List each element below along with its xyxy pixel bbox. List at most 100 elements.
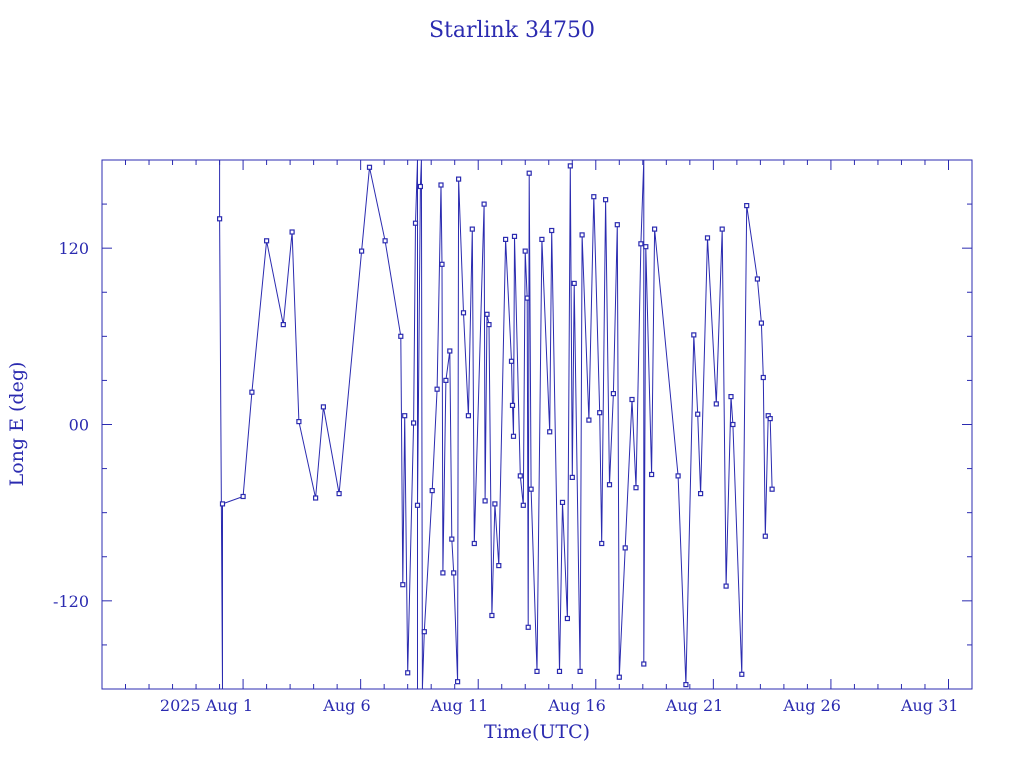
data-point <box>366 164 373 170</box>
data-point <box>695 411 701 417</box>
data-point <box>471 540 477 547</box>
data-point <box>586 417 592 423</box>
data-point <box>517 473 523 479</box>
data-point <box>455 679 461 685</box>
data-point <box>648 471 655 478</box>
data-point <box>767 416 773 422</box>
x-tick-label: Aug 21 <box>665 696 724 715</box>
data-point <box>629 396 635 403</box>
data-point <box>456 176 462 182</box>
data-point <box>417 183 423 190</box>
x-tick-label: Aug 31 <box>900 696 959 715</box>
x-tick-label: 2025 Aug 1 <box>160 696 253 715</box>
data-point <box>577 668 583 675</box>
data-point <box>440 570 446 576</box>
data-point <box>760 374 766 381</box>
data-point <box>534 668 540 675</box>
y-axis-label: Long E (deg) <box>6 362 28 487</box>
data-point <box>614 222 620 228</box>
data-point <box>336 491 342 497</box>
data-point <box>511 233 518 239</box>
data-point <box>564 615 571 622</box>
data-point <box>599 540 605 547</box>
data-point <box>622 545 628 551</box>
data-point <box>730 421 736 428</box>
data-point <box>556 668 563 675</box>
data-point <box>683 681 689 688</box>
data-point <box>320 404 326 410</box>
series-layer <box>217 160 775 689</box>
data-point <box>219 501 226 507</box>
data-point <box>769 486 775 492</box>
data-point <box>217 216 223 222</box>
data-point <box>549 227 555 234</box>
data-point <box>704 235 711 241</box>
data-point <box>509 402 516 408</box>
data-point <box>754 276 761 282</box>
data-point <box>249 389 255 395</box>
x-axis-label: Time(UTC) <box>484 721 590 743</box>
x-tick-label: Aug 16 <box>547 696 606 715</box>
data-point <box>438 182 444 188</box>
data-point <box>713 401 719 407</box>
data-point <box>522 248 528 254</box>
data-point <box>547 429 553 435</box>
data-point <box>439 261 445 267</box>
data-point <box>651 226 658 232</box>
data-point <box>402 413 408 419</box>
data-point <box>571 280 577 286</box>
data-point <box>643 244 649 250</box>
data-point <box>486 322 492 328</box>
data-point <box>606 482 613 488</box>
data-point <box>460 310 467 316</box>
y-tick-label: 120 <box>58 239 89 258</box>
x-tick-label: Aug 6 <box>322 696 370 715</box>
data-point <box>411 420 417 426</box>
data-point <box>641 661 647 667</box>
data-point <box>289 229 295 235</box>
data-point <box>412 220 419 226</box>
y-tick-label: 00 <box>69 416 89 435</box>
data-point <box>719 226 725 232</box>
data-point <box>510 433 517 439</box>
data-point <box>280 322 286 328</box>
data-point <box>400 582 406 588</box>
data-point <box>602 197 609 203</box>
data-point <box>539 236 545 242</box>
y-tick-label: -120 <box>53 592 89 611</box>
series-group <box>217 160 775 689</box>
data-point <box>359 248 365 254</box>
data-point <box>429 488 435 494</box>
axis-ticks <box>101 159 973 690</box>
data-point <box>638 241 644 247</box>
data-point <box>567 163 573 169</box>
data-point <box>398 333 404 339</box>
data-point <box>633 485 639 491</box>
data-point <box>443 377 449 383</box>
x-tick-labels: 2025 Aug 1 Aug 6 Aug 11 Aug 16 Aug 21 Aug 26 A… <box>160 696 959 715</box>
data-point <box>434 386 440 392</box>
y-tick-labels: 120 00 -120 <box>53 239 89 611</box>
data-point <box>591 194 597 200</box>
x-tick-label: Aug 11 <box>430 696 489 715</box>
x-tick-label: Aug 26 <box>782 696 841 715</box>
data-point <box>579 232 585 238</box>
data-point <box>313 495 319 501</box>
data-point <box>421 629 427 635</box>
data-point <box>449 536 455 542</box>
data-point <box>405 670 411 676</box>
data-point <box>758 320 765 326</box>
data-point <box>526 170 532 176</box>
data-point <box>451 570 457 576</box>
data-point <box>697 491 704 497</box>
data-point <box>525 624 531 630</box>
chart-title: Starlink 34750 <box>429 18 595 43</box>
data-point <box>240 493 246 500</box>
data-point <box>481 201 487 207</box>
data-point <box>728 394 734 400</box>
data-point <box>520 502 526 508</box>
data-point <box>744 203 750 209</box>
data-point <box>723 583 729 589</box>
data-point <box>382 238 388 244</box>
